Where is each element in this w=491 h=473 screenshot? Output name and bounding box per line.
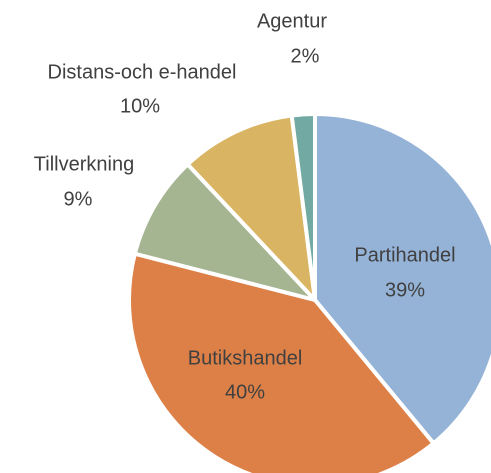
pie-slice xyxy=(185,113,317,302)
slice-value-label: 39% xyxy=(385,279,425,301)
slice-value-label: 10% xyxy=(120,95,160,117)
slice-label: Partihandel xyxy=(354,244,455,266)
slice-value-label: 40% xyxy=(225,381,265,403)
pie-slice xyxy=(289,112,317,302)
pie-slice xyxy=(132,162,317,302)
slice-value-label: 2% xyxy=(291,45,320,67)
slice-label: Agentur xyxy=(257,10,327,32)
slice-label: Distans-och e-handel xyxy=(48,61,237,83)
pie-slice xyxy=(127,251,436,473)
slice-label: Tillverkning xyxy=(34,153,134,175)
slice-label: Butikshandel xyxy=(188,347,303,369)
slice-value-label: 9% xyxy=(64,188,93,210)
pie-slice xyxy=(313,112,491,446)
